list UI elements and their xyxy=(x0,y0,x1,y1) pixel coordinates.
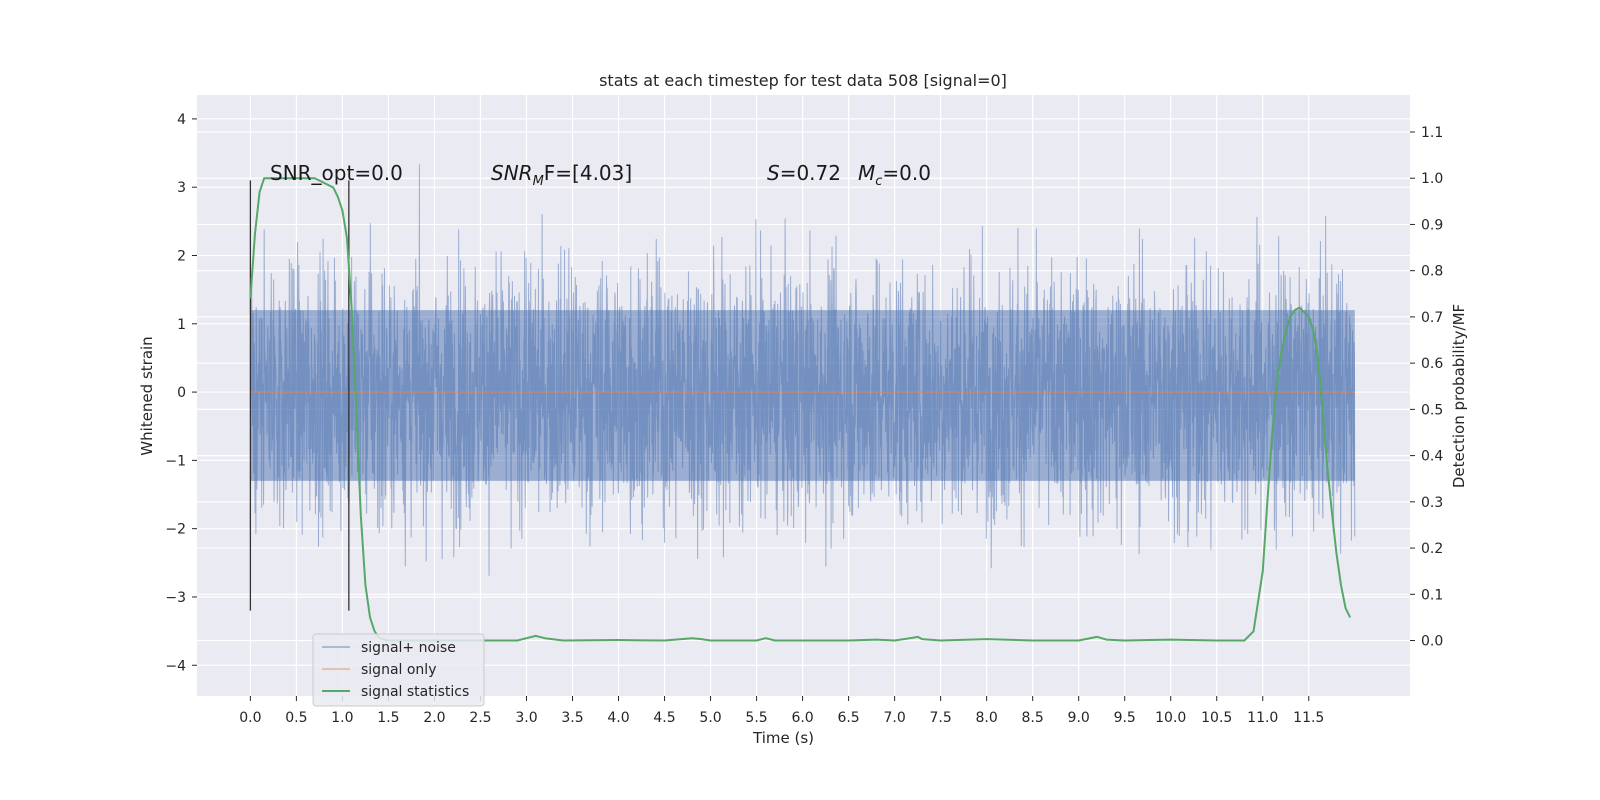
x-tick-label: 3.0 xyxy=(515,710,537,726)
x-axis-label: Time (s) xyxy=(752,729,814,747)
x-tick-label: 1.0 xyxy=(331,710,353,726)
y-tick-label: 2 xyxy=(177,248,186,264)
x-tick-label: 4.5 xyxy=(653,710,675,726)
y-tick-label: 4 xyxy=(177,112,186,128)
annotation-mc: Mc=0.0 xyxy=(858,161,931,189)
x-tick-label: 2.0 xyxy=(423,710,445,726)
y2-tick-label: 0.5 xyxy=(1421,402,1443,418)
x-tick-label: 8.0 xyxy=(976,710,998,726)
annotation-s: S=0.72 xyxy=(767,161,841,185)
y2-tick-label: 0.9 xyxy=(1421,217,1443,233)
x-tick-label: 0.5 xyxy=(285,710,307,726)
y2-tick-label: 0.1 xyxy=(1421,587,1443,603)
x-tick-label: 5.0 xyxy=(699,710,721,726)
x-tick-label: 6.5 xyxy=(837,710,859,726)
legend-label-statistics: signal statistics xyxy=(361,684,469,700)
y2-tick-label: 0.6 xyxy=(1421,356,1443,372)
y2-tick-label: 0.2 xyxy=(1421,541,1443,557)
x-tick-label: 10.5 xyxy=(1201,710,1232,726)
legend: signal+ noise signal only signal statist… xyxy=(312,633,485,707)
y-axis-right: 1.1 1.0 0.9 0.8 0.7 0.6 0.5 0.4 0.3 0.2 0.1 0.0 xyxy=(1410,125,1443,650)
y-tick-label: −2 xyxy=(165,522,186,538)
y-tick-label: 0 xyxy=(177,385,186,401)
statistics-line xyxy=(249,177,1352,642)
x-tick-label: 4.0 xyxy=(607,710,629,726)
legend-box xyxy=(312,633,485,707)
chart-title: stats at each timestep for test data 508… xyxy=(599,71,1007,90)
y-axis-left: 4 3 2 1 0 −1 −2 −3 −4 xyxy=(165,112,197,674)
x-tick-label: 11.5 xyxy=(1293,710,1324,726)
y-tick-label: 1 xyxy=(177,317,186,333)
x-tick-label: 8.5 xyxy=(1022,710,1044,726)
legend-label-noise: signal+ noise xyxy=(361,640,456,656)
noise-trace xyxy=(249,164,1356,576)
y2-tick-label: 0.3 xyxy=(1421,495,1443,511)
x-tick-label: 5.5 xyxy=(745,710,767,726)
y2-tick-label: 0.0 xyxy=(1421,634,1443,650)
y2-tick-label: 0.7 xyxy=(1421,310,1443,326)
y2-tick-label: 1.0 xyxy=(1421,171,1443,187)
x-tick-label: 9.0 xyxy=(1068,710,1090,726)
x-tick-label: 7.0 xyxy=(883,710,905,726)
x-tick-label: 6.0 xyxy=(791,710,813,726)
y2-tick-label: 0.4 xyxy=(1421,449,1443,465)
x-tick-label: 2.5 xyxy=(469,710,491,726)
y2-tick-label: 0.8 xyxy=(1421,264,1443,280)
legend-label-signal-only: signal only xyxy=(361,662,436,678)
y-tick-label: −1 xyxy=(165,453,186,469)
x-tick-label: 1.5 xyxy=(377,710,399,726)
x-axis: 0.0 0.5 1.0 1.5 2.0 2.5 3.0 3.5 4.0 4.5 5.0 5.5 6.0 6… xyxy=(239,696,1324,726)
y-tick-label: −3 xyxy=(165,590,186,606)
y-axis-label: Whitened strain xyxy=(138,336,156,455)
x-tick-label: 11.0 xyxy=(1247,710,1278,726)
signal-statistics-series xyxy=(249,177,1352,642)
x-tick-label: 10.0 xyxy=(1155,710,1186,726)
y2-axis-label: Detection probability/MF xyxy=(1450,304,1468,488)
annotation-snr-opt: SNR_opt=0.0 xyxy=(270,161,403,185)
x-tick-label: 0.0 xyxy=(239,710,261,726)
x-tick-label: 9.5 xyxy=(1114,710,1136,726)
x-tick-label: 7.5 xyxy=(929,710,951,726)
y-tick-label: −4 xyxy=(165,658,186,674)
y-tick-label: 3 xyxy=(177,180,186,196)
signal-noise-series xyxy=(249,164,1356,576)
x-tick-label: 3.5 xyxy=(561,710,583,726)
y2-tick-label: 1.1 xyxy=(1421,125,1443,141)
annotation-snr-mf: SNRMF=[4.03] xyxy=(491,161,632,189)
